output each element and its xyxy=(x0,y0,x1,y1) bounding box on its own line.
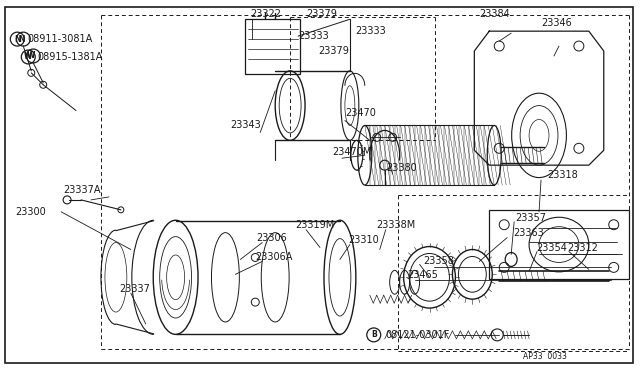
Text: 08911-3081A: 08911-3081A xyxy=(28,34,93,44)
Text: 23354: 23354 xyxy=(536,243,567,253)
Text: 23306A: 23306A xyxy=(255,253,292,263)
Text: 23312: 23312 xyxy=(567,243,598,253)
Text: 23318: 23318 xyxy=(547,170,578,180)
Text: 23300: 23300 xyxy=(15,207,46,217)
Text: 08121-0301F: 08121-0301F xyxy=(386,330,450,340)
Text: 23380: 23380 xyxy=(387,163,417,173)
Text: 23306: 23306 xyxy=(256,232,287,243)
Text: 23379: 23379 xyxy=(306,9,337,19)
Text: AP33  0033: AP33 0033 xyxy=(523,352,567,361)
Text: 23343: 23343 xyxy=(230,121,261,131)
Text: 23384: 23384 xyxy=(479,9,510,19)
Text: 23319M: 23319M xyxy=(295,220,334,230)
Text: 23322: 23322 xyxy=(250,9,282,19)
Text: 23470: 23470 xyxy=(345,108,376,118)
Text: 23363: 23363 xyxy=(513,228,544,238)
Bar xyxy=(489,210,628,279)
Text: 23358: 23358 xyxy=(424,256,454,266)
Text: 23333: 23333 xyxy=(355,26,385,36)
Text: N: N xyxy=(18,35,24,44)
Text: B: B xyxy=(371,330,377,339)
Text: 23333: 23333 xyxy=(298,31,329,41)
Text: 23346: 23346 xyxy=(541,18,572,28)
Text: W: W xyxy=(27,51,35,61)
Text: W: W xyxy=(24,52,33,61)
Text: 23310: 23310 xyxy=(348,235,379,245)
Text: 23337A: 23337A xyxy=(63,185,100,195)
Text: 23337: 23337 xyxy=(119,284,150,294)
Bar xyxy=(245,19,300,74)
Text: 23357: 23357 xyxy=(515,213,546,223)
Text: 23470M: 23470M xyxy=(332,147,371,157)
Text: 23465: 23465 xyxy=(408,270,438,280)
Text: 23338M: 23338M xyxy=(376,220,415,230)
Text: 23379: 23379 xyxy=(318,46,349,56)
Text: N: N xyxy=(14,35,20,44)
Text: 08915-1381A: 08915-1381A xyxy=(37,52,102,62)
